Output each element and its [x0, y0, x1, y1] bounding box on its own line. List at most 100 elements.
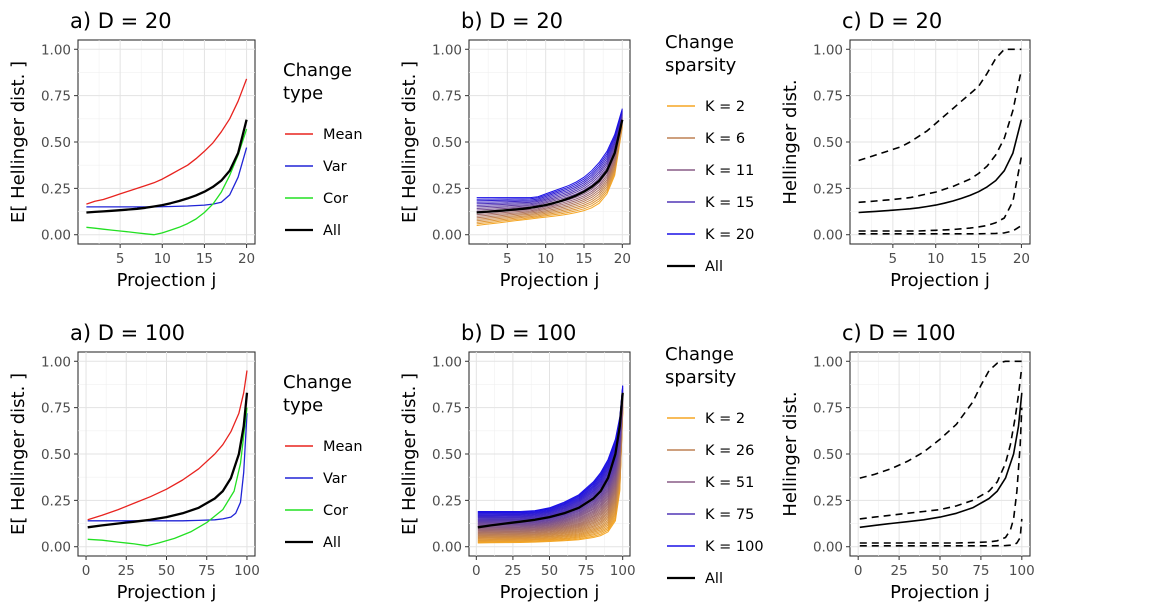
sparsity-line [476, 125, 623, 223]
x-tick-label: 20 [1013, 251, 1030, 267]
series-line-cor [86, 128, 248, 236]
legend-label: K = 2 [705, 99, 745, 115]
legend-label: K = 20 [705, 227, 754, 243]
y-axis-label: Hellinger dist. [780, 391, 801, 516]
sparsity-line [476, 120, 623, 217]
x-tick-label: 50 [931, 563, 948, 579]
x-tick-label: 75 [972, 563, 989, 579]
x-tick-label: 50 [541, 563, 558, 579]
sparsity-line [477, 410, 624, 541]
x-tick-label: 25 [890, 563, 907, 579]
y-tick-label: 1.00 [432, 42, 462, 58]
y-tick-label: 0.25 [41, 181, 71, 197]
sparsity-line [477, 397, 624, 527]
panel-a20: 0.00 0.25 0.50 0.75 1.00 5 10 15 20 a) D = 20 Proj… [8, 9, 363, 291]
y-axis-label: E[ Hellinger dist. ] [399, 61, 420, 223]
x-tick-label: 10 [154, 251, 171, 267]
x-tick-label: 15 [970, 251, 987, 267]
x-tick-label: 100 [610, 563, 636, 579]
y-tick-label: 0.00 [41, 540, 71, 556]
sparsity-line [476, 114, 623, 208]
sparsity-line [476, 113, 623, 206]
x-tick-label: 5 [116, 251, 125, 267]
y-tick-label: 0.50 [813, 447, 843, 463]
sparsity-line [477, 405, 624, 535]
legend-title: Change [283, 372, 352, 393]
legend-label: Var [323, 159, 347, 175]
data-lines [477, 385, 624, 544]
sparsity-line [477, 399, 624, 529]
sparsity-line [477, 409, 624, 540]
series-line-var [86, 147, 248, 208]
x-axis-label: Projection j [117, 582, 217, 603]
series-line-cor [87, 407, 248, 547]
quantile-line [858, 69, 1023, 204]
y-tick-label: 0.75 [432, 401, 462, 417]
sparsity-line [476, 124, 623, 222]
panel-c20: 0.00 0.25 0.50 0.75 1.00 5 10 15 20 c) D = 20 Proj… [780, 9, 1031, 291]
x-tick-label: 75 [577, 563, 594, 579]
sparsity-line [477, 388, 624, 516]
y-tick-label: 1.00 [41, 42, 71, 58]
sparsity-line [476, 121, 623, 219]
quantile-line [858, 224, 1022, 235]
sparsity-line [477, 408, 624, 539]
sparsity-line [477, 387, 624, 515]
y-tick-label: 0.75 [813, 401, 843, 417]
sparsity-line [477, 394, 624, 522]
panel-title: b) D = 20 [461, 9, 563, 33]
y-tick-label: 0.50 [813, 135, 843, 151]
sparsity-line [477, 404, 624, 535]
y-tick-label: 1.00 [813, 354, 843, 370]
sparsity-line [477, 413, 624, 544]
sparsity-line [477, 412, 624, 543]
quantile-line [859, 518, 1023, 547]
panel-title: a) D = 100 [70, 321, 185, 345]
legend-label: K = 100 [705, 539, 764, 555]
panel-title: a) D = 20 [70, 9, 172, 33]
y-tick-label: 0.25 [41, 493, 71, 509]
legend-label: Mean [323, 127, 363, 143]
quantile-line [858, 156, 1023, 232]
legend-label: K = 26 [705, 443, 754, 459]
x-tick-label: 15 [575, 251, 592, 267]
legend-title: Change [665, 344, 734, 365]
legend-title: sparsity [665, 55, 737, 76]
data-lines [87, 370, 249, 547]
legend-title: Change [283, 60, 352, 81]
y-tick-label: 1.00 [813, 42, 843, 58]
sparsity-line [477, 387, 624, 515]
y-tick-label: 1.00 [41, 354, 71, 370]
quantile-line [859, 366, 1023, 520]
x-tick-label: 0 [82, 563, 91, 579]
series-line-mean [87, 370, 248, 521]
sparsity-line [477, 401, 624, 531]
sparsity-line [477, 392, 624, 520]
sparsity-line [477, 386, 624, 514]
median-line [859, 392, 1023, 529]
x-tick-label: 20 [238, 251, 255, 267]
sparsity-line [477, 385, 624, 513]
quantile-line [859, 360, 1022, 479]
x-axis-label: Projection j [890, 582, 990, 603]
y-tick-label: 0.00 [432, 228, 462, 244]
legend-label: K = 2 [705, 411, 745, 427]
x-tick-label: 20 [614, 251, 631, 267]
y-tick-label: 0.25 [432, 181, 462, 197]
x-axis-label: Projection j [117, 270, 217, 291]
sparsity-line [477, 399, 624, 528]
sparsity-line [477, 402, 624, 532]
sparsity-line [476, 126, 623, 225]
series-line-all [476, 119, 624, 214]
x-tick-label: 100 [1009, 563, 1035, 579]
legend-label: All [323, 535, 341, 551]
panel-b100: 0.00 0.25 0.50 0.75 1.00 0 25 50 75 100 b) D = 100… [399, 321, 764, 603]
panel-c100: 0.00 0.25 0.50 0.75 1.00 0 25 50 75 100 c) D = 100… [780, 321, 1035, 603]
panel-a100: 0.00 0.25 0.50 0.75 1.00 0 25 50 75 100 a) D = 100… [8, 321, 363, 603]
y-tick-label: 0.75 [41, 89, 71, 105]
y-tick-label: 0.75 [432, 89, 462, 105]
data-lines [858, 48, 1023, 235]
